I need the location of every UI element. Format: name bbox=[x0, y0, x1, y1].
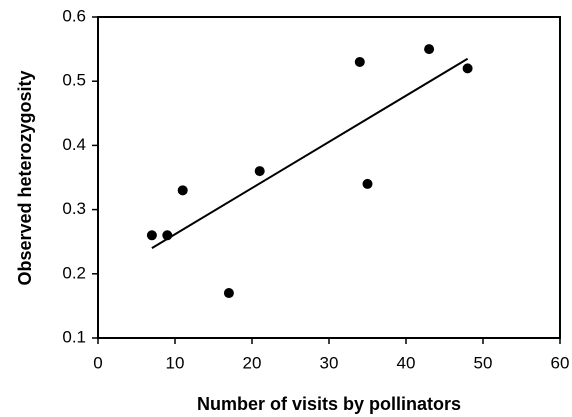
y-axis-title: Observed heterozygosity bbox=[15, 70, 35, 285]
data-point bbox=[362, 178, 373, 189]
y-tick-label: 0.1 bbox=[62, 327, 86, 346]
data-point bbox=[146, 230, 157, 241]
y-tick-label: 0.5 bbox=[62, 71, 86, 90]
data-point bbox=[254, 166, 265, 177]
plot-frame bbox=[97, 16, 561, 339]
x-tick-label: 60 bbox=[551, 353, 570, 372]
data-point bbox=[223, 288, 234, 299]
x-tick-label: 30 bbox=[320, 353, 339, 372]
x-axis-title: Number of visits by pollinators bbox=[197, 394, 461, 414]
data-point bbox=[354, 56, 365, 67]
data-point bbox=[177, 185, 188, 196]
x-tick-label: 0 bbox=[93, 353, 102, 372]
x-tick-label: 10 bbox=[166, 353, 185, 372]
y-tick-label: 0.2 bbox=[62, 263, 86, 282]
data-point bbox=[462, 63, 473, 74]
data-point bbox=[162, 230, 173, 241]
trend-line bbox=[151, 57, 469, 249]
y-tick-label: 0.6 bbox=[62, 6, 86, 25]
x-tick-label: 50 bbox=[474, 353, 493, 372]
x-tick-label: 20 bbox=[243, 353, 262, 372]
data-point bbox=[424, 44, 435, 55]
x-tick-label: 40 bbox=[397, 353, 416, 372]
y-tick-label: 0.3 bbox=[62, 199, 86, 218]
y-tick-label: 0.4 bbox=[62, 135, 86, 154]
